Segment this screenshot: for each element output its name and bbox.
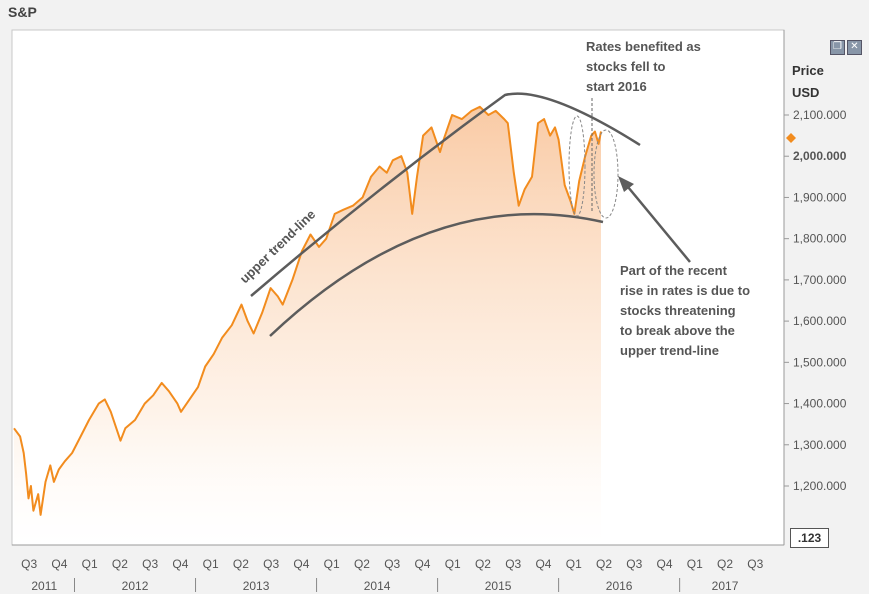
annotation-arrowhead-recent xyxy=(618,176,634,192)
current-value-marker xyxy=(786,133,796,143)
rates-note-line-1: Rates benefited as xyxy=(586,39,701,54)
y-tick-label: 1,900.000 xyxy=(793,190,847,204)
recent-note-line-2: rise in rates is due to xyxy=(620,283,750,298)
x-quarter-label: Q2 xyxy=(596,557,612,571)
y-tick-label: 2,100.000 xyxy=(793,108,847,122)
x-quarter-label: Q4 xyxy=(535,557,551,571)
x-year-label: 2015 xyxy=(485,579,512,593)
price-area-fill xyxy=(14,106,601,546)
y-tick-label: 1,400.000 xyxy=(793,397,847,411)
x-quarter-label: Q1 xyxy=(445,557,461,571)
x-quarter-label: Q1 xyxy=(203,557,219,571)
x-quarter-label: Q4 xyxy=(657,557,673,571)
x-quarter-label: Q2 xyxy=(354,557,370,571)
restore-icon[interactable]: ❐ xyxy=(830,40,845,55)
y-tick-label: 1,200.000 xyxy=(793,479,847,493)
recent-note-line-4: to break above the xyxy=(620,323,735,338)
x-axis-year-labels: 2011 2012 2013 2014 2015 2016 2017 xyxy=(31,579,738,593)
x-quarter-label: Q3 xyxy=(142,557,158,571)
recent-note-line-1: Part of the recent xyxy=(620,263,728,278)
y-tick-label: 1,800.000 xyxy=(793,232,847,246)
x-year-label: 2011 xyxy=(31,579,57,593)
y-tick-label: 2,000.000 xyxy=(793,149,847,163)
y-axis-label-usd: USD xyxy=(792,85,819,100)
x-quarter-label: Q4 xyxy=(172,557,188,571)
y-tick-label: 1,500.000 xyxy=(793,355,847,369)
price-series-line xyxy=(13,105,602,516)
x-year-label: 2016 xyxy=(606,579,633,593)
chart-title: S&P xyxy=(8,4,37,20)
x-quarter-label: Q3 xyxy=(384,557,400,571)
lower-trend-line xyxy=(269,212,604,337)
x-year-label: 2017 xyxy=(712,579,739,593)
y-tick-label: 1,600.000 xyxy=(793,314,847,328)
close-icon[interactable]: ✕ xyxy=(847,40,862,55)
highlight-ellipse-right xyxy=(593,129,619,219)
x-quarter-label: Q2 xyxy=(717,557,733,571)
x-axis-quarter-labels: Q3 Q4 Q1 Q2 Q3 Q4 Q1 Q2 Q3 Q4 Q1 Q2 Q3 Q4 Q1 Q2 Q3 Q4 Q1 Q2… xyxy=(21,557,764,592)
annotation-arrow-recent xyxy=(627,186,691,263)
recent-note-line-5: upper trend-line xyxy=(620,343,719,358)
rates-note-line-2: stocks fell to xyxy=(586,59,666,74)
window-controls: ❐ ✕ xyxy=(828,36,862,55)
highlight-ellipse-left xyxy=(568,115,586,217)
x-quarter-label: Q1 xyxy=(566,557,582,571)
x-quarter-label: Q3 xyxy=(21,557,37,571)
x-quarter-label: Q4 xyxy=(293,557,309,571)
y-axis-ticks: 1,200.000 1,300.000 1,400.000 1,500.000 1,60… xyxy=(784,108,847,493)
rates-note-line-3: start 2016 xyxy=(586,79,647,94)
x-quarter-label: Q2 xyxy=(112,557,128,571)
upper-trend-line xyxy=(250,92,641,297)
price-scale-box[interactable]: .123 xyxy=(790,528,829,548)
x-quarter-label: Q1 xyxy=(324,557,340,571)
y-axis-label-price: Price xyxy=(792,63,824,78)
y-tick-label: 1,700.000 xyxy=(793,273,847,287)
x-year-label: 2013 xyxy=(243,579,270,593)
y-tick-label: 1,300.000 xyxy=(793,438,847,452)
x-quarter-label: Q3 xyxy=(747,557,763,571)
x-quarter-label: Q1 xyxy=(82,557,98,571)
x-quarter-label: Q2 xyxy=(233,557,249,571)
x-quarter-label: Q3 xyxy=(263,557,279,571)
x-quarter-label: Q4 xyxy=(414,557,430,571)
x-quarter-label: Q3 xyxy=(505,557,521,571)
x-year-label: 2012 xyxy=(122,579,149,593)
x-quarter-label: Q1 xyxy=(687,557,703,571)
x-year-label: 2014 xyxy=(364,579,391,593)
x-quarter-label: Q2 xyxy=(475,557,491,571)
recent-note-line-3: stocks threatening xyxy=(620,303,736,318)
x-quarter-label: Q4 xyxy=(51,557,67,571)
x-quarter-label: Q3 xyxy=(626,557,642,571)
